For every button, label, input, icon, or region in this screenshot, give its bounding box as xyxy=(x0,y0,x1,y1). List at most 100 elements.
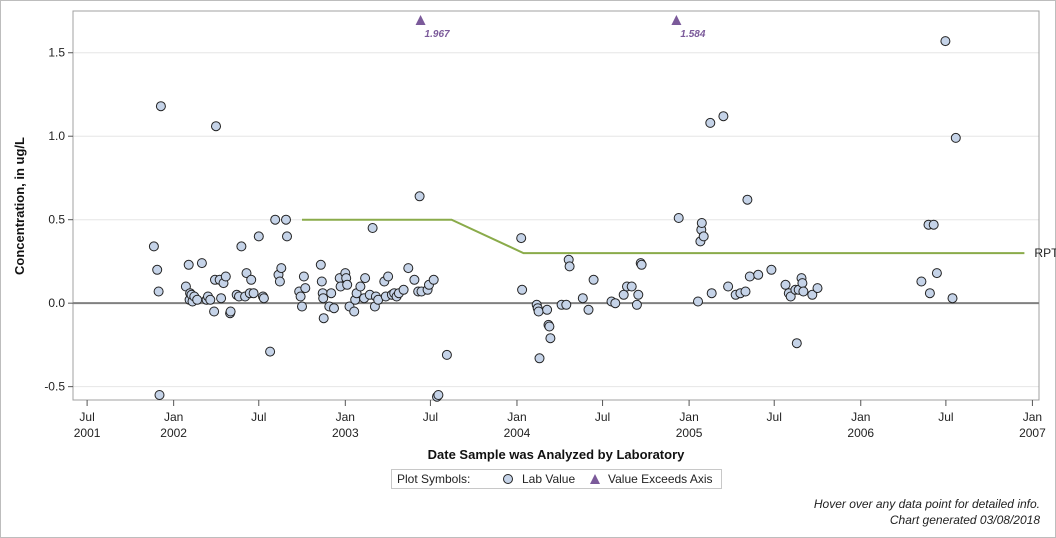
data-point[interactable] xyxy=(220,271,231,282)
data-point[interactable] xyxy=(631,299,642,310)
lab-value-points[interactable] xyxy=(148,36,961,402)
data-point[interactable] xyxy=(281,214,291,225)
data-point[interactable] xyxy=(791,338,802,349)
data-point[interactable] xyxy=(916,276,927,287)
exceeds-axis-marker[interactable] xyxy=(671,15,682,25)
data-point[interactable] xyxy=(924,288,935,299)
data-point[interactable] xyxy=(183,259,194,270)
data-point[interactable] xyxy=(626,281,637,292)
data-point[interactable] xyxy=(414,191,425,202)
data-point[interactable] xyxy=(196,258,207,269)
data-point[interactable] xyxy=(545,333,556,344)
data-point[interactable] xyxy=(433,390,444,400)
data-point[interactable] xyxy=(742,194,753,205)
data-point[interactable] xyxy=(300,283,311,294)
data-point[interactable] xyxy=(618,289,629,300)
data-point[interactable] xyxy=(441,349,452,360)
data-point[interactable] xyxy=(673,213,684,223)
data-point[interactable] xyxy=(931,268,942,279)
data-point[interactable] xyxy=(326,288,337,299)
data-point[interactable] xyxy=(297,301,307,312)
data-point[interactable] xyxy=(533,306,544,317)
data-point[interactable] xyxy=(744,271,755,282)
data-point[interactable] xyxy=(225,306,236,317)
data-point[interactable] xyxy=(785,291,796,302)
data-point[interactable] xyxy=(588,274,599,285)
data-point[interactable] xyxy=(192,294,203,305)
data-point[interactable] xyxy=(950,132,961,143)
data-point[interactable] xyxy=(274,276,285,287)
data-point[interactable] xyxy=(253,231,264,242)
data-point[interactable] xyxy=(534,353,545,364)
data-point[interactable] xyxy=(797,278,808,289)
data-point[interactable] xyxy=(329,303,339,314)
data-point[interactable] xyxy=(342,279,353,290)
data-point[interactable] xyxy=(696,218,707,228)
data-point[interactable] xyxy=(718,111,729,122)
data-point[interactable] xyxy=(318,313,329,324)
data-point[interactable] xyxy=(693,296,703,307)
data-point[interactable] xyxy=(928,219,939,230)
x-tick-year: 2003 xyxy=(332,426,359,440)
data-point[interactable] xyxy=(248,288,259,299)
data-point[interactable] xyxy=(564,261,575,272)
data-point[interactable] xyxy=(561,299,572,310)
data-point[interactable] xyxy=(349,306,360,317)
data-point[interactable] xyxy=(236,241,247,252)
data-point[interactable] xyxy=(517,284,528,295)
data-point[interactable] xyxy=(205,294,216,305)
data-point[interactable] xyxy=(318,293,329,304)
data-point[interactable] xyxy=(355,281,366,292)
data-point[interactable] xyxy=(295,291,306,302)
data-point[interactable] xyxy=(807,289,818,300)
data-point[interactable] xyxy=(753,269,764,280)
data-point[interactable] xyxy=(209,306,220,317)
data-point[interactable] xyxy=(583,304,594,315)
data-point[interactable] xyxy=(812,283,823,294)
data-point[interactable] xyxy=(940,36,951,47)
data-point[interactable] xyxy=(316,276,327,287)
data-point[interactable] xyxy=(740,286,751,297)
data-point[interactable] xyxy=(398,284,409,295)
data-point[interactable] xyxy=(258,293,269,304)
data-point[interactable] xyxy=(947,293,958,304)
data-point[interactable] xyxy=(780,279,791,290)
data-point[interactable] xyxy=(360,273,371,284)
data-point[interactable] xyxy=(216,293,227,304)
data-point[interactable] xyxy=(798,286,809,297)
data-point[interactable] xyxy=(367,223,378,233)
data-point[interactable] xyxy=(577,293,588,304)
data-point[interactable] xyxy=(409,274,420,285)
data-point[interactable] xyxy=(265,346,276,357)
data-point[interactable] xyxy=(276,263,287,274)
data-point[interactable] xyxy=(154,390,165,400)
data-point[interactable] xyxy=(766,264,777,275)
exceeds-axis-markers[interactable]: 1.967 1.584 xyxy=(415,15,706,40)
data-point[interactable] xyxy=(723,281,734,292)
data-point[interactable] xyxy=(403,263,414,274)
data-point[interactable] xyxy=(282,231,292,242)
data-point[interactable] xyxy=(633,289,644,300)
exceeds-axis-marker[interactable] xyxy=(415,15,426,25)
data-point[interactable] xyxy=(246,274,257,285)
data-point[interactable] xyxy=(383,271,394,282)
data-point[interactable] xyxy=(636,259,647,270)
data-point[interactable] xyxy=(152,264,163,275)
data-point[interactable] xyxy=(544,321,555,332)
data-point[interactable] xyxy=(211,121,221,132)
data-point[interactable] xyxy=(428,274,439,285)
x-tick-label: Jul xyxy=(767,410,782,424)
data-point[interactable] xyxy=(241,268,252,279)
data-point[interactable] xyxy=(542,304,553,315)
data-point[interactable] xyxy=(298,271,309,282)
data-point[interactable] xyxy=(706,288,717,299)
data-point[interactable] xyxy=(155,101,166,112)
data-point[interactable] xyxy=(153,286,164,297)
data-point[interactable] xyxy=(516,233,527,244)
data-point[interactable] xyxy=(315,259,326,270)
data-point[interactable] xyxy=(698,231,709,242)
data-point[interactable] xyxy=(148,241,159,252)
data-point[interactable] xyxy=(705,117,716,128)
data-point[interactable] xyxy=(270,214,281,225)
data-point[interactable] xyxy=(610,298,621,309)
